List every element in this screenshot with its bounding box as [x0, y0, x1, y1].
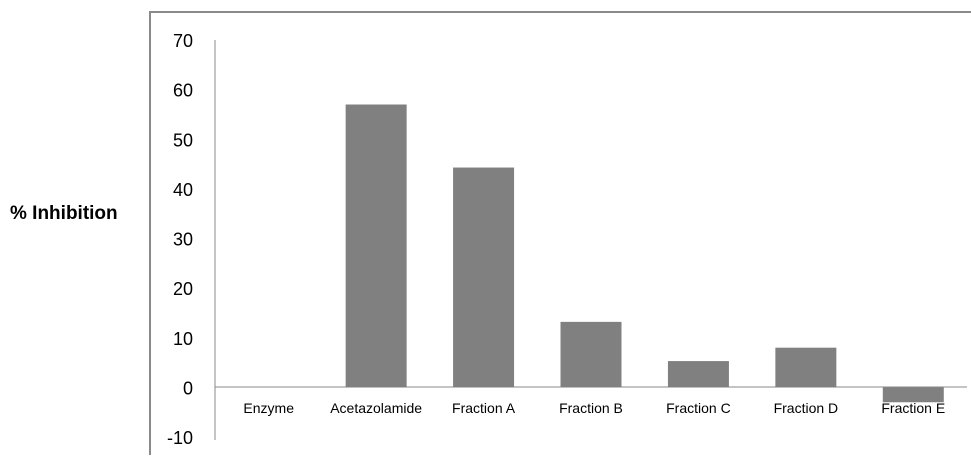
bar [667, 361, 729, 388]
bar [560, 321, 622, 388]
y-tick-label: 10 [173, 329, 193, 349]
x-category-label: Acetazolamide [330, 400, 422, 416]
x-category-label: Fraction D [774, 400, 839, 416]
bar [453, 167, 515, 388]
y-axis-title: % Inhibition [10, 203, 118, 224]
x-category-labels: Enzyme Acetazolamide Fraction A Fraction B F… [243, 400, 945, 416]
x-category-label: Fraction A [452, 400, 516, 416]
x-category-label: Fraction B [559, 400, 623, 416]
y-tick-labels: 70 60 50 40 30 20 10 0 -10 [167, 31, 193, 448]
y-tick-label: 70 [173, 31, 193, 51]
x-category-label: Fraction C [666, 400, 731, 416]
y-tick-label: -10 [167, 428, 193, 448]
y-tick-label: 50 [173, 130, 193, 150]
bars [345, 104, 944, 403]
x-category-label: Enzyme [243, 400, 294, 416]
bar [775, 347, 837, 388]
plot-frame [149, 11, 971, 460]
y-tick-label: 40 [173, 180, 193, 200]
y-tick-label: 0 [183, 378, 193, 398]
bar [345, 104, 407, 388]
y-tick-label: 60 [173, 81, 193, 101]
x-category-label: Fraction E [881, 400, 945, 416]
bar [882, 387, 944, 403]
y-tick-label: 30 [173, 230, 193, 250]
y-tick-label: 20 [173, 279, 193, 299]
